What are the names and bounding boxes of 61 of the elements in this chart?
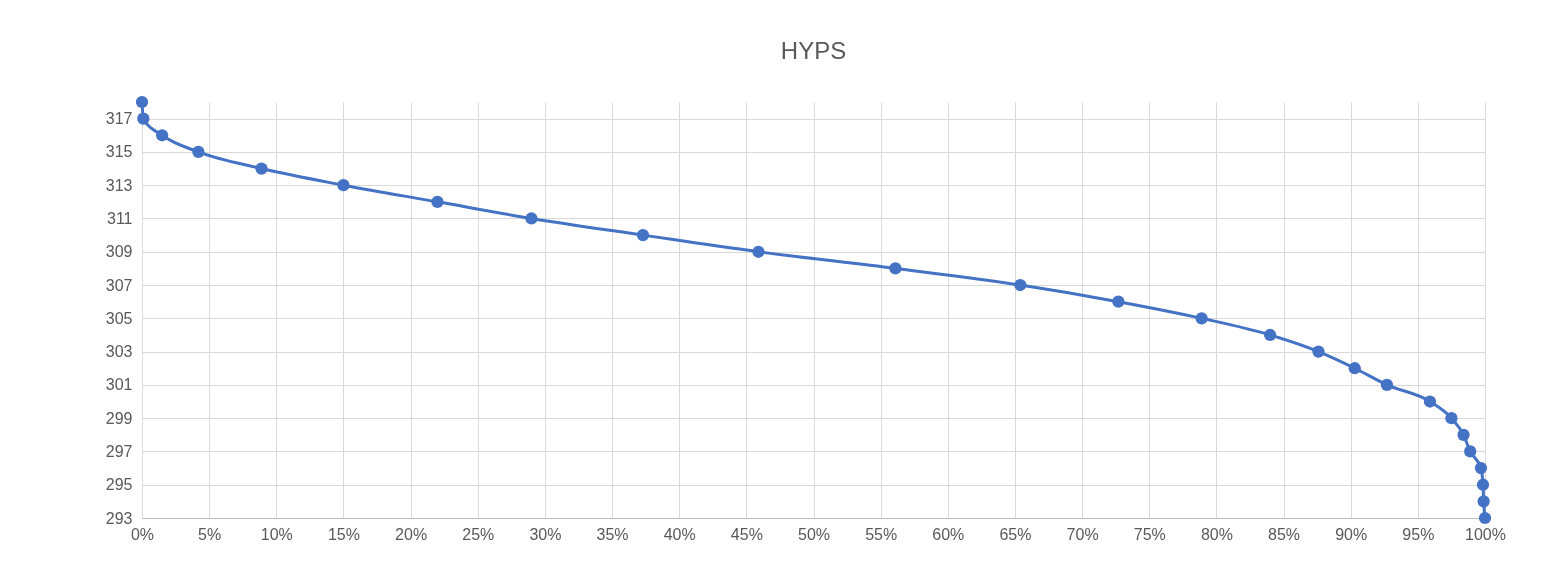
point [525, 212, 538, 225]
x-tick-label: 25% [462, 525, 495, 543]
point [1423, 395, 1437, 408]
point [889, 262, 902, 275]
point [255, 162, 268, 175]
y-tick-label: 293 [105, 509, 133, 527]
point [156, 129, 169, 142]
x-tick-label: 75% [1133, 525, 1166, 543]
x-tick-label: 20% [395, 525, 428, 543]
y-tick-label: 315 [105, 143, 133, 161]
x-tick-label: 15% [327, 525, 360, 543]
y-tick-label: 311 [106, 209, 133, 227]
y-tick-label: 301 [105, 376, 133, 394]
point [1474, 461, 1488, 475]
x-tick-label: 65% [999, 525, 1032, 543]
y-tick-label: 305 [105, 309, 133, 327]
y-tick-label: 295 [105, 476, 133, 494]
x-tick-label: 0% [130, 525, 155, 543]
x-tick-label: 35% [596, 525, 629, 543]
point [1478, 511, 1492, 525]
x-tick-label: 30% [529, 525, 562, 543]
x-tick-label: 45% [730, 525, 763, 543]
y-tick-label: 299 [105, 409, 133, 427]
x-tick-label: 95% [1402, 525, 1435, 543]
point [1014, 278, 1027, 292]
point [1457, 428, 1470, 441]
y-tick-label: 313 [105, 176, 133, 194]
point [1312, 345, 1325, 358]
y-tick-label: 303 [105, 343, 133, 361]
point [135, 95, 149, 109]
x-tick-label: 70% [1066, 525, 1099, 543]
point [1380, 378, 1394, 391]
point [1348, 362, 1361, 375]
x-tick-label: 40% [663, 525, 696, 543]
point [752, 245, 765, 258]
y-tick-label: 317 [105, 110, 133, 128]
point [1112, 295, 1125, 308]
x-tick-label: 90% [1335, 525, 1368, 543]
point [1477, 495, 1490, 508]
point [192, 145, 205, 159]
point [431, 195, 444, 208]
y-tick-label: 307 [105, 276, 133, 294]
point [1445, 412, 1458, 425]
chart-title: HYPS [780, 36, 847, 64]
x-tick-label: 5% [198, 525, 222, 543]
x-tick-label: 60% [932, 525, 965, 543]
point [1464, 445, 1477, 458]
point [1264, 328, 1277, 342]
point [337, 179, 350, 192]
point [636, 229, 650, 242]
x-tick-label: 85% [1268, 525, 1301, 543]
x-tick-label: 55% [865, 525, 898, 543]
point [137, 112, 150, 125]
x-tick-label: 100% [1465, 525, 1506, 543]
x-tick-label: 50% [797, 525, 831, 543]
point [1195, 312, 1208, 325]
y-tick-label: 297 [105, 442, 133, 460]
y-tick-label: 309 [105, 243, 133, 261]
point [1476, 478, 1490, 491]
x-tick-label: 80% [1200, 525, 1233, 543]
x-tick-label: 10% [260, 525, 293, 543]
